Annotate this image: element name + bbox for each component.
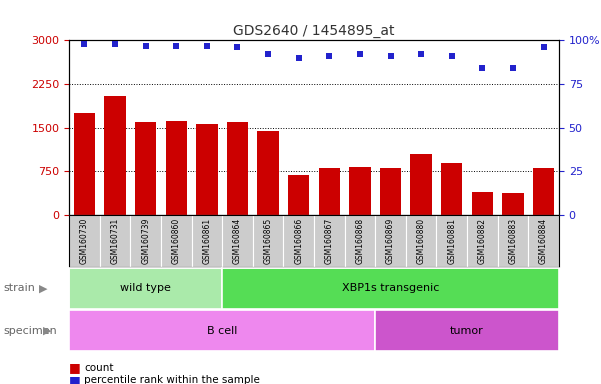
Text: percentile rank within the sample: percentile rank within the sample (84, 375, 260, 384)
Point (416, 51, 426, 57)
Point (447, 53, 457, 59)
Text: GSM160868: GSM160868 (355, 218, 364, 264)
Bar (257, 131, 279, 215)
Text: GSM160881: GSM160881 (447, 218, 456, 264)
Bar (135, 122, 156, 215)
Point (386, 53, 395, 59)
Point (539, 44, 549, 50)
Bar (165, 121, 187, 215)
Text: ▶: ▶ (39, 283, 47, 293)
Text: GSM160864: GSM160864 (233, 218, 242, 264)
Point (141, 43, 150, 49)
Bar (349, 167, 371, 215)
Point (202, 43, 212, 49)
Bar (288, 175, 310, 215)
Point (171, 43, 181, 49)
Bar (227, 122, 248, 215)
Text: XBP1s transgenic: XBP1s transgenic (342, 283, 439, 293)
Bar (472, 192, 493, 215)
Bar (196, 124, 218, 215)
Text: GSM160884: GSM160884 (539, 218, 548, 264)
Text: GSM160730: GSM160730 (80, 218, 89, 264)
Text: B cell: B cell (207, 326, 237, 336)
Text: GSM160739: GSM160739 (141, 218, 150, 264)
Text: wild type: wild type (120, 283, 171, 293)
Text: GSM160866: GSM160866 (294, 218, 304, 264)
Text: GSM160880: GSM160880 (416, 218, 426, 264)
Text: tumor: tumor (450, 326, 484, 336)
Text: GSM160882: GSM160882 (478, 218, 487, 264)
Text: GSM160883: GSM160883 (508, 218, 517, 264)
Point (263, 51, 273, 57)
Title: GDS2640 / 1454895_at: GDS2640 / 1454895_at (233, 24, 395, 38)
Text: ■: ■ (69, 374, 81, 384)
Point (325, 53, 334, 59)
Bar (502, 193, 523, 215)
Text: GSM160731: GSM160731 (111, 218, 120, 264)
Text: strain: strain (3, 283, 35, 293)
Bar (441, 163, 463, 215)
Point (355, 51, 365, 57)
Bar (105, 96, 126, 215)
Point (79, 41, 89, 47)
Text: ▶: ▶ (43, 326, 51, 336)
Bar (319, 168, 340, 215)
Point (233, 44, 242, 50)
Text: specimen: specimen (3, 326, 56, 336)
Bar (410, 154, 432, 215)
Text: GSM160860: GSM160860 (172, 218, 181, 264)
Bar (380, 169, 401, 215)
Point (294, 55, 304, 61)
Text: ■: ■ (69, 361, 81, 374)
Text: GSM160867: GSM160867 (325, 218, 334, 264)
Bar (74, 113, 95, 215)
Point (110, 41, 120, 47)
Bar (533, 169, 554, 215)
Point (508, 65, 518, 71)
Text: GSM160869: GSM160869 (386, 218, 395, 264)
Text: count: count (84, 363, 114, 373)
Text: GSM160865: GSM160865 (264, 218, 273, 264)
Point (478, 65, 487, 71)
Text: GSM160861: GSM160861 (203, 218, 212, 264)
